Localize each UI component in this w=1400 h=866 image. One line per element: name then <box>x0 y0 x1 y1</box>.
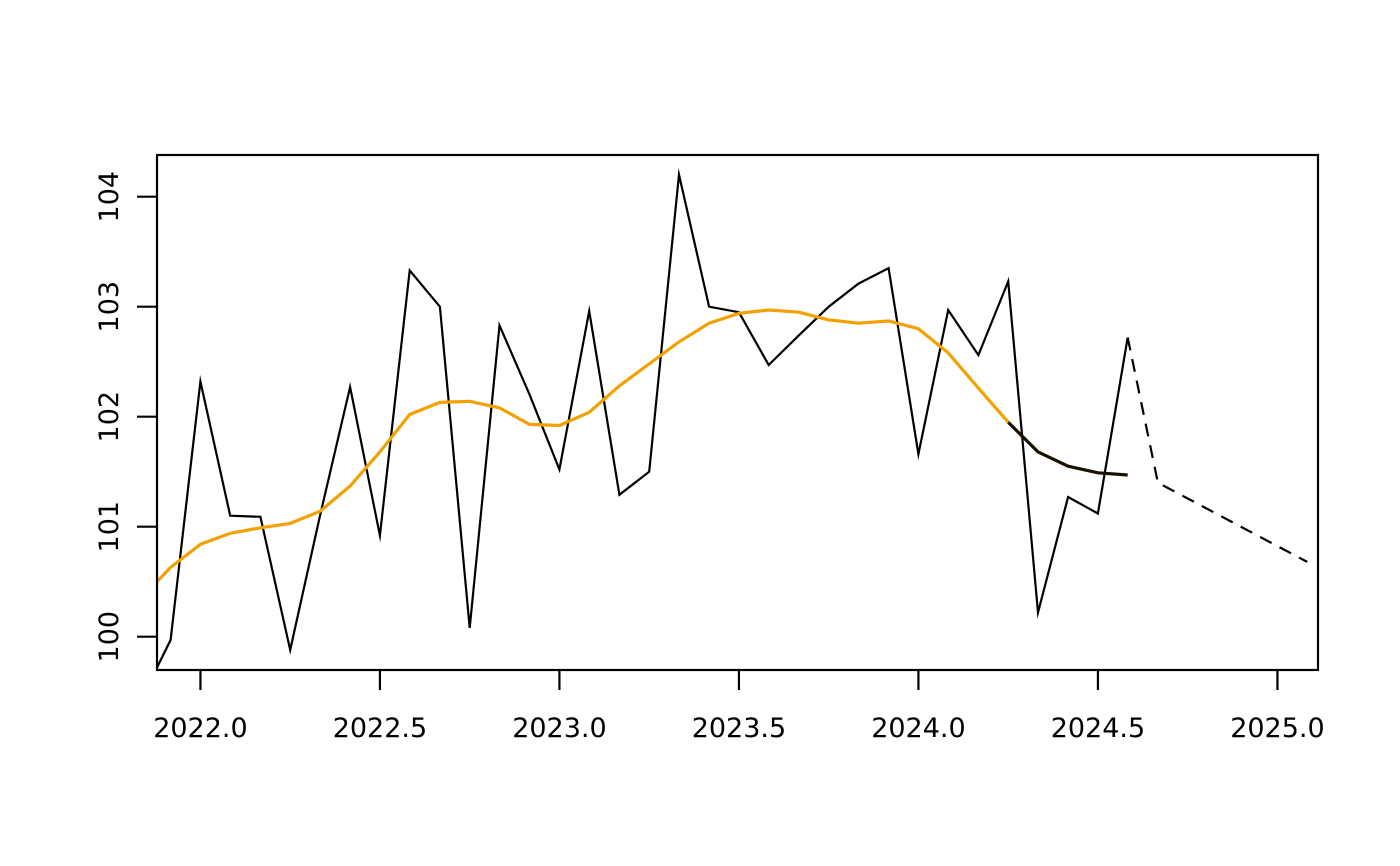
x-axis-tick-label: 2024.0 <box>871 713 965 744</box>
series-trend-tail-line <box>1007 421 1128 477</box>
y-axis-tick-label: 102 <box>94 391 125 443</box>
plot-box <box>155 153 1320 672</box>
y-axis-tick-label: 101 <box>94 501 125 553</box>
x-axis-tick-label: 2024.5 <box>1051 713 1145 744</box>
series-forecast-line <box>1126 337 1308 563</box>
x-axis-tick-label: 2022.0 <box>153 713 247 744</box>
series-observed-line <box>156 167 1129 668</box>
y-axis-tick-label: 103 <box>94 281 125 333</box>
series-trend-line <box>155 308 1010 583</box>
y-axis-tick-label: 100 <box>94 611 125 663</box>
x-axis-tick-label: 2023.5 <box>692 713 786 744</box>
x-axis-tick-label: 2025.0 <box>1230 713 1324 744</box>
x-axis-tick-label: 2023.0 <box>512 713 606 744</box>
y-axis-tick-label: 104 <box>94 171 125 223</box>
x-axis-tick-label: 2022.5 <box>333 713 427 744</box>
